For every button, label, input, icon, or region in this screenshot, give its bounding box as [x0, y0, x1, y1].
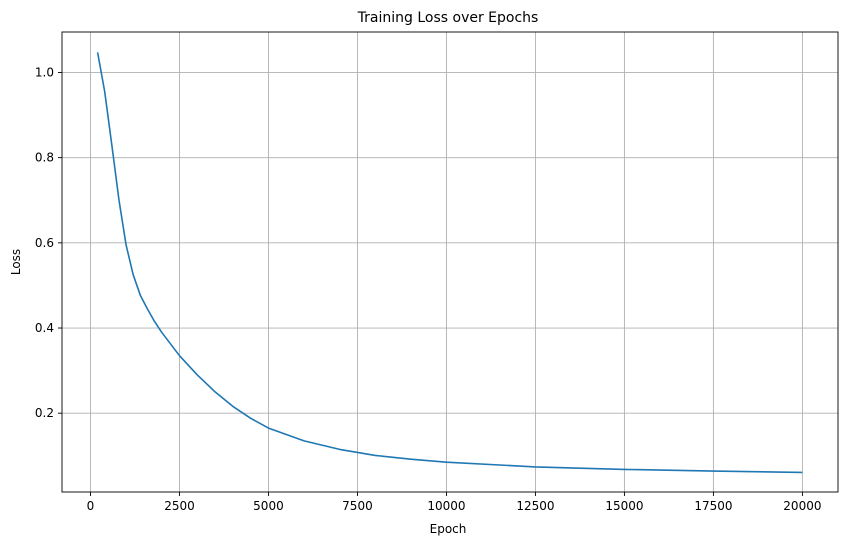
y-tick-label: 0.4 [35, 321, 54, 335]
series-layer [96, 52, 803, 474]
x-tick-label: 0 [87, 499, 95, 513]
y-tick-label: 0.2 [35, 406, 54, 420]
grid-lines [62, 32, 838, 492]
x-axis-label: Epoch [430, 522, 467, 536]
x-tick-label: 7500 [342, 499, 373, 513]
x-tick-label: 15000 [605, 499, 643, 513]
y-axis-label: Loss [9, 249, 23, 275]
ticks: 0 2500 5000 7500 10000 12500 15000 17500 20000 0.… [35, 65, 822, 513]
chart-title: Training Loss over Epochs [357, 10, 539, 26]
x-tick-label: 5000 [253, 499, 284, 513]
x-tick-label: 12500 [516, 499, 554, 513]
x-tick-label: 10000 [427, 499, 465, 513]
x-tick-label: 17500 [694, 499, 732, 513]
y-tick-label: 0.8 [35, 151, 54, 165]
y-tick-label: 1.0 [35, 65, 54, 79]
x-tick-label: 2500 [164, 499, 195, 513]
y-tick-label: 0.6 [35, 236, 54, 250]
x-tick-label: 20000 [783, 499, 821, 513]
loss-line [96, 52, 803, 474]
plot-frame [61, 31, 839, 493]
